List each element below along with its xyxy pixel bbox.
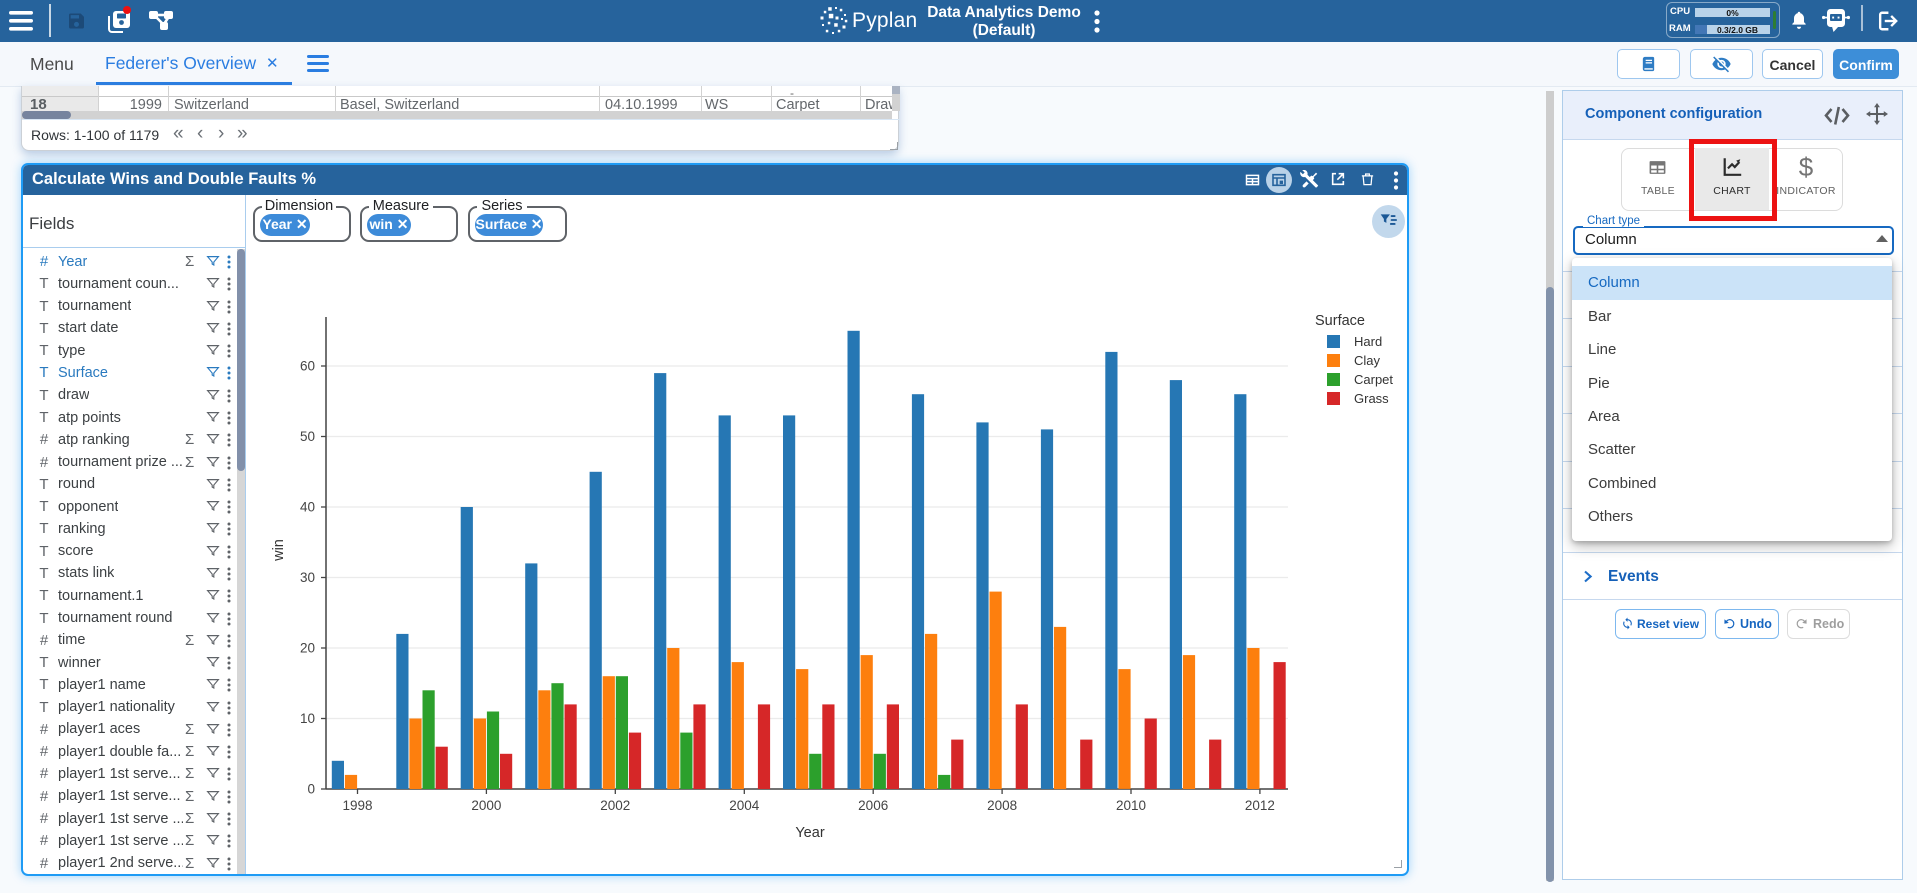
- svg-text:0: 0: [307, 782, 315, 797]
- svg-text:60: 60: [300, 359, 315, 374]
- svg-text:1998: 1998: [342, 798, 372, 813]
- svg-text:2010: 2010: [1116, 798, 1146, 813]
- svg-text:20: 20: [300, 641, 315, 656]
- svg-text:Hard: Hard: [1354, 334, 1382, 349]
- svg-text:30: 30: [300, 570, 315, 585]
- svg-text:2008: 2008: [987, 798, 1017, 813]
- svg-text:50: 50: [300, 429, 315, 444]
- svg-text:2002: 2002: [600, 798, 630, 813]
- svg-text:Grass: Grass: [1354, 391, 1389, 406]
- svg-text:2012: 2012: [1245, 798, 1275, 813]
- svg-text:2004: 2004: [729, 798, 760, 813]
- svg-text:Year: Year: [795, 825, 824, 841]
- svg-text:Clay: Clay: [1354, 353, 1381, 368]
- svg-text:40: 40: [300, 500, 315, 515]
- svg-text:Carpet: Carpet: [1354, 372, 1393, 387]
- svg-text:win: win: [271, 539, 287, 562]
- svg-text:10: 10: [300, 711, 315, 726]
- svg-text:Surface: Surface: [1315, 313, 1365, 329]
- svg-text:2006: 2006: [858, 798, 888, 813]
- svg-text:2000: 2000: [471, 798, 501, 813]
